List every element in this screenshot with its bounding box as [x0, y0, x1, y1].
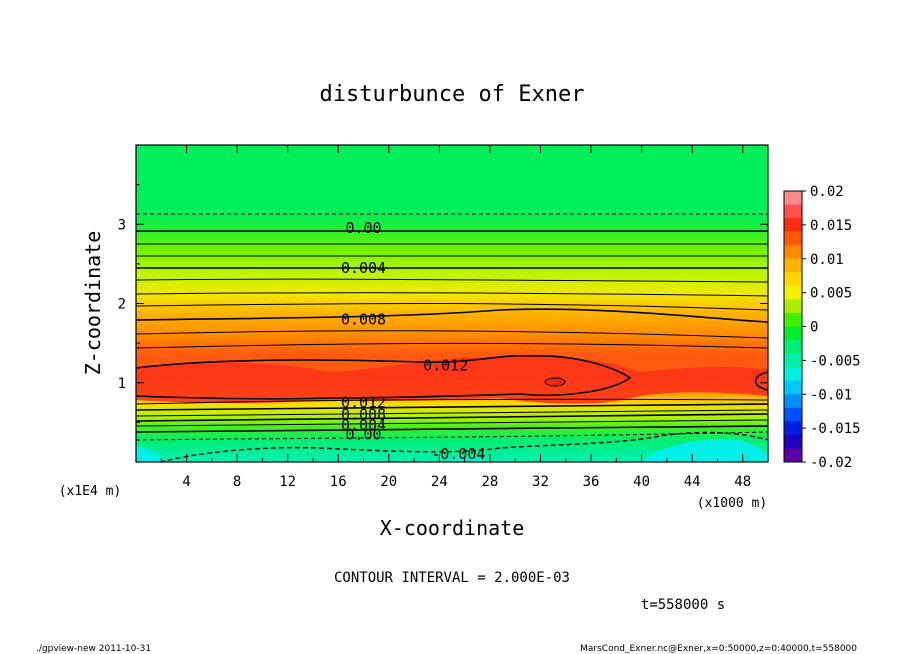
contour-label: 0.012 [423, 356, 468, 374]
contour-label: 0.012 [341, 394, 386, 412]
colorbar-tick-label: -0.015 [810, 421, 861, 437]
colorbar-swatch [784, 285, 802, 300]
colorbar-swatch [784, 340, 802, 354]
x-unit-label: (x1000 m) [697, 496, 767, 511]
colorbar-swatch [784, 326, 802, 341]
colorbar-tick-label: 0 [810, 320, 818, 336]
colorbar: 0.02 0.015 0.01 0.005 0 -0.005 -0.01 -0.015 -0.0… [783, 184, 861, 471]
x-tick-label: 8 [233, 474, 241, 490]
colorbar-tick-label: -0.02 [810, 455, 852, 471]
z-axis-title: Z-coordinate [81, 231, 105, 376]
contour-label: -0.004 [431, 445, 485, 463]
x-axis-title: X-coordinate [380, 516, 525, 540]
contour-label: 0.00 [345, 219, 381, 237]
colorbar-swatch [784, 312, 802, 327]
colorbar-swatch [784, 272, 802, 287]
contour-label: 0.00 [345, 425, 381, 443]
colorbar-swatch [784, 191, 802, 205]
colorbar-swatch [784, 434, 802, 449]
time-text: t=558000 s [641, 597, 725, 613]
x-tick-label: 48 [734, 474, 751, 490]
x-tick-label: 44 [684, 474, 701, 490]
colorbar-swatch [784, 204, 802, 219]
colorbar-swatch [784, 421, 802, 436]
z-tick-label: 1 [118, 376, 126, 392]
z-axis: 1 2 3 [118, 184, 768, 423]
colorbar-swatch [784, 407, 802, 422]
z-unit-label: (x1E4 m) [59, 484, 122, 499]
x-tick-label: 28 [481, 474, 498, 490]
colorbar-tick-label: 0.02 [810, 184, 844, 200]
x-tick-label: 24 [431, 474, 448, 490]
colorbar-swatch [784, 380, 802, 395]
x-axis: 4 8 12 16 20 24 28 32 36 40 44 48 [160, 145, 751, 490]
colorbar-swatch [784, 218, 802, 232]
x-tick-label: 32 [532, 474, 549, 490]
x-tick-label: 40 [633, 474, 650, 490]
x-tick-label: 4 [182, 474, 190, 490]
contour-label: 0.008 [341, 405, 386, 423]
colorbar-swatch [784, 394, 802, 409]
chart-title: disturbunce of Exner [320, 82, 585, 107]
contour-interval-text: CONTOUR INTERVAL = 2.000E-03 [334, 570, 570, 586]
colorbar-tick-label: 0.01 [810, 252, 844, 268]
colorbar-swatch [784, 258, 802, 273]
x-tick-label: 16 [330, 474, 347, 490]
colorbar-tick-label: 0.015 [810, 218, 852, 234]
footer-left: ./gpview-new 2011-10-31 [36, 644, 151, 654]
colorbar-tick-label: -0.005 [810, 353, 861, 369]
contour-label: 0.008 [341, 310, 386, 328]
z-tick-label: 2 [118, 297, 126, 313]
footer-right: MarsCond_Exner.nc@Exner,x=0:50000,z=0:40… [580, 644, 857, 654]
colorbar-tick-label: -0.01 [810, 387, 852, 403]
colorbar-swatch [784, 448, 802, 463]
colorbar-swatch [784, 299, 802, 314]
colorbar-swatch [784, 245, 802, 260]
x-tick-label: 36 [583, 474, 600, 490]
colorbar-swatch [784, 367, 802, 381]
colorbar-tick-label: 0.005 [810, 286, 852, 302]
colorbar-swatch [784, 231, 802, 246]
contour-label: 0.004 [341, 259, 386, 277]
contour-labels: 0.000.0040.0080.0120.0120.0080.0040.00-0… [341, 219, 485, 463]
x-tick-label: 12 [279, 474, 296, 490]
colorbar-swatch [784, 353, 802, 368]
contour-label: 0.004 [341, 416, 386, 434]
z-tick-label: 3 [118, 217, 126, 233]
x-tick-label: 20 [380, 474, 397, 490]
contour-lines [136, 213, 768, 462]
